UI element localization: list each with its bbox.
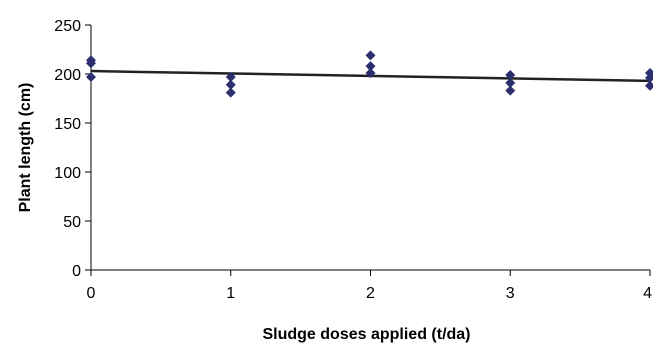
y-axis-ticks: 0 50 100 150 200 250 [54, 18, 91, 280]
x-axis-title: Sludge doses applied (t/da) [262, 326, 470, 343]
data-point [505, 69, 516, 80]
plot-area: 0 50 100 150 200 250 0 1 2 3 4 [54, 18, 653, 302]
y-tick-label: 250 [54, 18, 81, 35]
x-tick-label: 0 [87, 285, 96, 302]
data-point [505, 85, 516, 96]
data-points [86, 50, 653, 98]
data-point [365, 68, 376, 79]
data-point [86, 58, 96, 69]
data-point [86, 71, 96, 82]
x-axis-ticks: 0 1 2 3 4 [87, 270, 652, 302]
y-tick-label: 100 [54, 165, 81, 182]
y-tick-label: 200 [54, 67, 81, 84]
y-axis-title: Plant length (cm) [17, 83, 34, 213]
y-tick-label: 150 [54, 116, 81, 133]
data-point [645, 80, 653, 91]
x-tick-label: 2 [366, 285, 375, 302]
data-point [225, 87, 236, 98]
y-tick-label: 50 [63, 214, 81, 231]
data-point [225, 79, 236, 90]
data-point [225, 71, 236, 82]
data-point [365, 50, 376, 61]
x-tick-label: 1 [226, 285, 235, 302]
x-tick-label: 4 [643, 285, 652, 302]
data-point [505, 77, 516, 88]
x-tick-label: 3 [506, 285, 515, 302]
y-tick-label: 0 [72, 263, 81, 280]
data-point [365, 61, 376, 72]
data-point [645, 72, 653, 83]
